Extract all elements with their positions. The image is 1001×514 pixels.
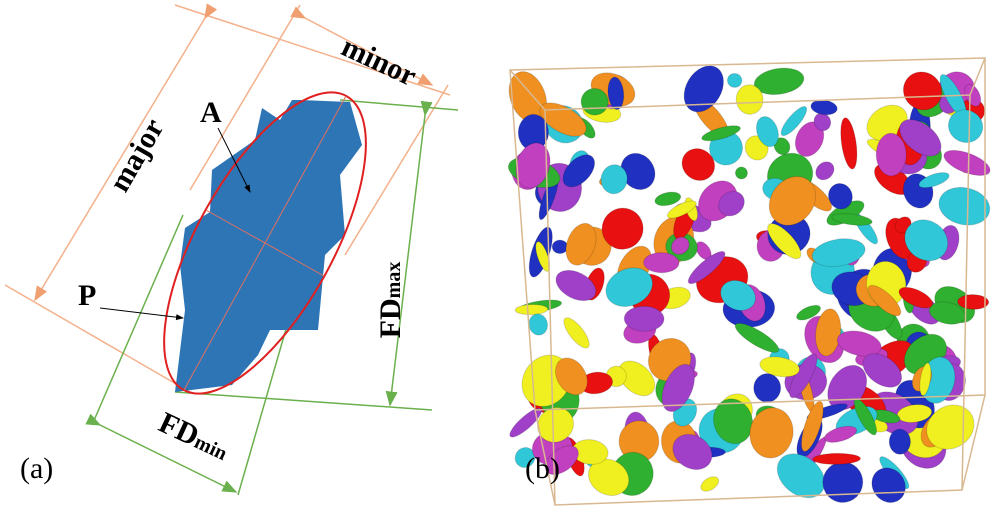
particle-blob [822, 461, 864, 503]
particle-blob [726, 72, 743, 88]
particle-blob [759, 356, 800, 378]
particle-blob [753, 67, 805, 96]
fit-ellipse [163, 91, 367, 395]
particle-blob [800, 400, 824, 452]
particle-blob [672, 433, 713, 470]
panel-a: minor major A P FDmax FD min (a) [4, 3, 459, 496]
particle-blob [720, 279, 756, 311]
particle-blob [780, 106, 808, 137]
minor-axis [205, 209, 325, 277]
fd-max-label: FDmax [374, 262, 407, 339]
particle-blob [753, 373, 782, 403]
particle-blob [823, 425, 858, 443]
particle-blob [734, 322, 780, 353]
particle-blob [661, 363, 695, 412]
particle-blob [587, 458, 630, 496]
particle-blob [600, 164, 628, 195]
particle-blob [528, 313, 549, 336]
particle-blob [831, 213, 873, 226]
particle-blob [670, 236, 690, 255]
particle-blob [563, 317, 590, 349]
particle-blob [836, 330, 882, 357]
particle-blob [767, 223, 802, 260]
major-label: major [103, 113, 171, 197]
particle-blob [812, 452, 861, 465]
particle-blob [815, 161, 835, 181]
particle-blob [607, 76, 625, 110]
particle-blob [700, 476, 720, 492]
particle-blob [623, 305, 665, 332]
particle-blob [735, 84, 764, 115]
particle-blob [796, 304, 821, 321]
cube-frame [509, 57, 986, 506]
particle-blob [904, 219, 949, 262]
particle-blob [734, 166, 748, 180]
particle-blob [535, 241, 551, 272]
particle-blob [840, 117, 858, 170]
particle-blob [964, 83, 982, 107]
particle-blob [687, 250, 726, 285]
particle-blob [666, 200, 697, 219]
particle-blob [943, 149, 991, 176]
perimeter-label: P [78, 279, 96, 312]
particle-blob [919, 362, 932, 397]
particle-blob [875, 132, 907, 177]
particle-blob [815, 308, 842, 357]
particle-blob [554, 357, 588, 396]
particle [175, 100, 362, 392]
particle-blob [683, 65, 724, 113]
particle-blob [811, 238, 866, 268]
particle-blob [643, 252, 680, 274]
fd-min-sub: min [191, 431, 231, 465]
fd-max-sub: max [383, 262, 405, 299]
particle-blob [871, 467, 906, 503]
particle-blob [514, 447, 536, 468]
particle-blob [654, 191, 682, 207]
particle-blob [899, 119, 942, 157]
particle-blob [749, 407, 794, 459]
particle-blob [898, 286, 934, 309]
particle-blob [918, 172, 950, 189]
particle-blob [718, 190, 745, 217]
particle-blob [712, 398, 754, 445]
particle-blob [768, 176, 817, 226]
particle-blob [701, 125, 741, 142]
perimeter-pointer [99, 307, 184, 321]
particle-blob [957, 294, 990, 310]
particle-blob [565, 222, 597, 266]
panel-label: (a) [20, 452, 53, 485]
particle-blob [555, 269, 597, 302]
fd-max-main: FD [374, 298, 407, 338]
particle-blob [862, 353, 903, 388]
particle-blob [514, 304, 549, 316]
particle-blob [605, 267, 653, 307]
area-pointer [217, 127, 251, 193]
particle-blob [926, 404, 975, 450]
minor-label: minor [337, 30, 422, 93]
particle-blob [601, 207, 644, 250]
particle-blob [776, 453, 826, 499]
particle-blob [509, 407, 543, 438]
particle-blob [618, 360, 656, 397]
panel-b: (b) [507, 57, 991, 506]
particle-blob [562, 154, 596, 188]
particle-blob [888, 428, 911, 455]
particles-3d [507, 65, 991, 503]
particle-blob [813, 112, 832, 132]
panel-label: (b) [525, 452, 560, 485]
particle-blob [947, 109, 984, 143]
particle-blob [551, 239, 569, 255]
particle-blob [867, 284, 902, 317]
particle-blob [681, 148, 716, 181]
particle-blob [755, 116, 779, 148]
area-label: A [200, 96, 222, 129]
particle-blob [902, 71, 943, 111]
